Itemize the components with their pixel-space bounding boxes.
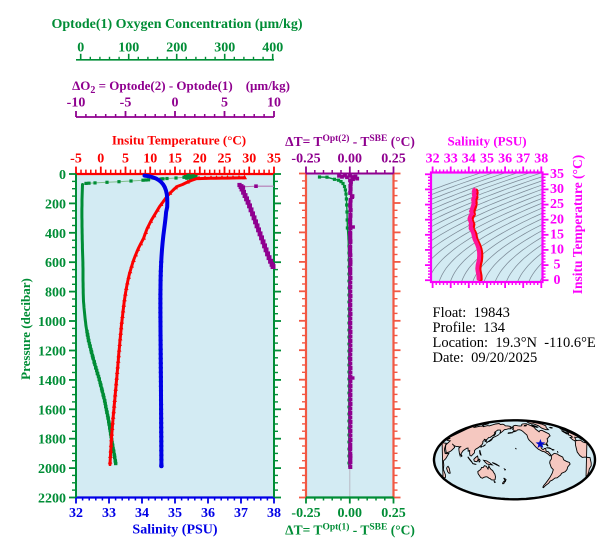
svg-text:200: 200 (166, 41, 187, 56)
svg-text:35: 35 (168, 506, 182, 521)
svg-text:-10: -10 (67, 96, 86, 111)
svg-text:1800: 1800 (38, 433, 66, 448)
svg-text:10: 10 (267, 96, 281, 111)
svg-text:20: 20 (550, 212, 564, 227)
svg-text:ΔO2 = Optode(2) - Optode(1): ΔO2 = Optode(2) - Optode(1) (μm/kg) (72, 78, 290, 96)
svg-text:0: 0 (97, 151, 104, 166)
svg-text:32: 32 (426, 152, 440, 167)
svg-text:200: 200 (45, 197, 66, 212)
svg-text:32: 32 (69, 506, 83, 521)
svg-text:10: 10 (550, 243, 564, 258)
svg-text:15: 15 (550, 227, 564, 242)
svg-text:-5: -5 (120, 96, 132, 111)
svg-text:0.25: 0.25 (381, 506, 406, 521)
svg-text:35: 35 (550, 167, 564, 182)
svg-text:Date: 09/20/2025: Date: 09/20/2025 (433, 350, 538, 366)
svg-text:37: 37 (516, 152, 530, 167)
svg-text:30: 30 (550, 182, 564, 197)
svg-text:0: 0 (77, 41, 84, 56)
svg-text:37: 37 (234, 506, 248, 521)
svg-text:Profile: 134: Profile: 134 (433, 320, 506, 336)
svg-text:15: 15 (168, 151, 182, 166)
svg-text:20: 20 (193, 151, 207, 166)
svg-text:38: 38 (534, 152, 548, 167)
svg-text:-0.25: -0.25 (291, 151, 320, 166)
svg-text:0: 0 (172, 96, 179, 111)
svg-text:Location: 19.3°N -110.6°E: Location: 19.3°N -110.6°E (433, 335, 596, 351)
svg-text:Insitu Temperature (°C): Insitu Temperature (°C) (112, 133, 246, 148)
svg-text:-0.25: -0.25 (291, 506, 320, 521)
svg-text:25: 25 (550, 197, 564, 212)
svg-text:38: 38 (267, 506, 281, 521)
svg-text:0.00: 0.00 (338, 151, 363, 166)
svg-text:ΔT= TOpt(2) - TSBE (°C): ΔT= TOpt(2) - TSBE (°C) (285, 133, 415, 149)
svg-text:0: 0 (59, 168, 66, 183)
svg-text:300: 300 (214, 41, 235, 56)
svg-text:Pressure (decibar): Pressure (decibar) (18, 278, 33, 380)
svg-text:400: 400 (45, 227, 66, 242)
svg-text:0.00: 0.00 (338, 506, 363, 521)
svg-text:36: 36 (201, 506, 215, 521)
svg-text:5: 5 (122, 151, 129, 166)
svg-text:1400: 1400 (38, 374, 66, 389)
svg-text:36: 36 (498, 152, 512, 167)
svg-text:600: 600 (45, 256, 66, 271)
svg-text:1200: 1200 (38, 345, 66, 360)
svg-text:0.25: 0.25 (381, 151, 406, 166)
svg-text:1600: 1600 (38, 403, 66, 418)
svg-text:ΔT= TOpt(1) - TSBE (°C): ΔT= TOpt(1) - TSBE (°C) (285, 521, 415, 537)
svg-text:2200: 2200 (38, 492, 66, 507)
svg-text:30: 30 (242, 151, 256, 166)
svg-text:Float: 19843: Float: 19843 (433, 305, 510, 321)
svg-text:2000: 2000 (38, 462, 66, 477)
svg-text:33: 33 (102, 506, 116, 521)
svg-text:Salinity (PSU): Salinity (PSU) (447, 134, 526, 149)
svg-text:1000: 1000 (38, 315, 66, 330)
svg-text:34: 34 (462, 152, 476, 167)
svg-text:Insitu Temperature (°C): Insitu Temperature (°C) (570, 155, 585, 294)
svg-text:100: 100 (118, 41, 139, 56)
svg-text:Salinity (PSU): Salinity (PSU) (132, 523, 218, 538)
svg-text:5: 5 (221, 96, 228, 111)
svg-text:400: 400 (262, 41, 283, 56)
svg-text:33: 33 (444, 152, 458, 167)
svg-text:-5: -5 (70, 151, 82, 166)
svg-text:800: 800 (45, 286, 66, 301)
svg-text:0: 0 (554, 273, 561, 288)
svg-text:34: 34 (135, 506, 149, 521)
svg-text:35: 35 (480, 152, 494, 167)
svg-text:5: 5 (554, 258, 561, 273)
svg-text:Optode(1) Oxygen Concentration: Optode(1) Oxygen Concentration (μm/kg) (52, 17, 303, 32)
svg-text:10: 10 (143, 151, 157, 166)
svg-text:35: 35 (267, 151, 281, 166)
svg-text:25: 25 (218, 151, 232, 166)
